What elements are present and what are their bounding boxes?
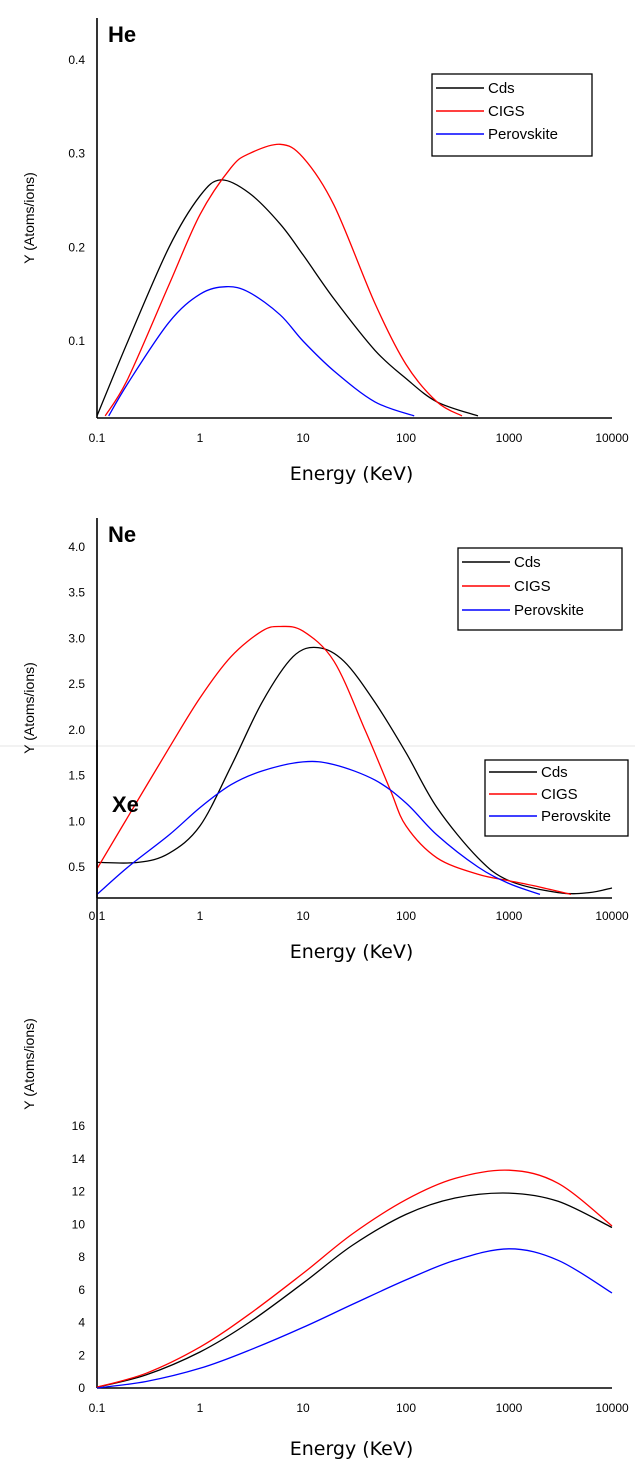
x-tick-label: 10000 [595,909,629,923]
x-axis-label: Energy (KeV) [290,941,414,963]
chart-panel-he: He 0.1 1 10 100 1000 10000 0.1 0.2 0.3 0.4 Energy (… [21,18,629,485]
y-tick-label: 2.5 [68,677,85,691]
series-line-cds [96,179,479,417]
y-tick-label: 10 [72,1217,86,1231]
y-tick-label: 14 [72,1152,86,1166]
legend-label: CIGS [541,786,578,803]
x-tick-label: 1 [197,1401,204,1415]
y-tick-label: 4.0 [68,540,85,554]
legend-label: CIGS [514,578,551,595]
legend-label: Perovskite [541,808,611,825]
series-line-perovskite [96,760,541,896]
x-tick-label: 0.1 [89,1401,106,1415]
y-axis-label: Y (Atoms/ions) [21,172,37,264]
y-tick-label: 2 [78,1348,85,1362]
legend-label: CIGS [488,103,525,120]
legend-label: Perovskite [488,126,558,143]
y-tick-label: 3.0 [68,631,85,645]
x-tick-label: 1 [197,909,204,923]
y-tick-label: 0.2 [68,240,85,254]
x-tick-label: 1000 [496,909,523,923]
x-tick-label: 10 [296,1401,310,1415]
legend-label: Cds [488,80,515,97]
y-axis-label: Y (Atoms/ions) [21,1018,37,1110]
legend-label: Cds [541,764,568,781]
y-tick-label: 12 [72,1185,86,1199]
x-axis-label: Energy (KeV) [290,1438,414,1460]
y-tick-label: 6 [78,1283,85,1297]
y-tick-label: 3.5 [68,586,85,600]
series-line-perovskite [96,1248,613,1389]
series-line-cds [96,646,613,895]
x-tick-label: 0.1 [89,431,106,445]
y-tick-label: 0 [78,1381,85,1395]
x-tick-label: 10000 [595,431,629,445]
y-tick-label: 0.1 [68,334,85,348]
y-tick-label: 4 [78,1316,85,1330]
x-tick-label: 1000 [496,431,523,445]
chart-panel-xe: Xe 0.1 1 10 100 1000 10000 0 2 4 6 8 10 12 14 16 Energy … [21,740,629,1460]
y-tick-label: 1.0 [68,814,85,828]
panel-title: Xe [112,792,139,817]
panel-title: He [108,22,136,47]
series-line-cigs [96,1169,613,1388]
y-tick-label: 16 [72,1119,86,1133]
y-tick-label: 8 [78,1250,85,1264]
legend: Cds CIGS Perovskite [431,73,593,157]
legend-label: Perovskite [514,602,584,619]
legend: Cds CIGS Perovskite [457,547,623,631]
y-tick-label: 2.0 [68,723,85,737]
series-line-cigs [96,625,572,896]
x-tick-label: 10000 [595,1401,629,1415]
series-line-perovskite [108,286,415,417]
chart-panel-ne: Ne0.1 1 10 100 1000 100000.51.01.52.02.53.03.… [21,518,629,963]
series-line-cigs [104,143,463,417]
x-tick-label: 1 [197,431,204,445]
y-tick-label: 0.5 [68,860,85,874]
y-axis-label: Y (Atoms/ions) [21,662,37,754]
legend: Cds CIGS Perovskite [484,759,629,837]
x-tick-label: 100 [396,909,416,923]
x-tick-label: 10 [296,909,310,923]
y-tick-label: 0.3 [68,147,85,161]
x-tick-label: 100 [396,1401,416,1415]
series-line-cds [96,1192,613,1388]
y-tick-label: 1.5 [68,769,85,783]
y-tick-label: 0.4 [68,53,85,67]
panel-title: Ne [108,522,136,547]
x-tick-label: 1000 [496,1401,523,1415]
x-tick-label: 100 [396,431,416,445]
legend-label: Cds [514,554,541,571]
x-axis-label: Energy (KeV) [290,463,414,485]
x-tick-label: 10 [296,431,310,445]
